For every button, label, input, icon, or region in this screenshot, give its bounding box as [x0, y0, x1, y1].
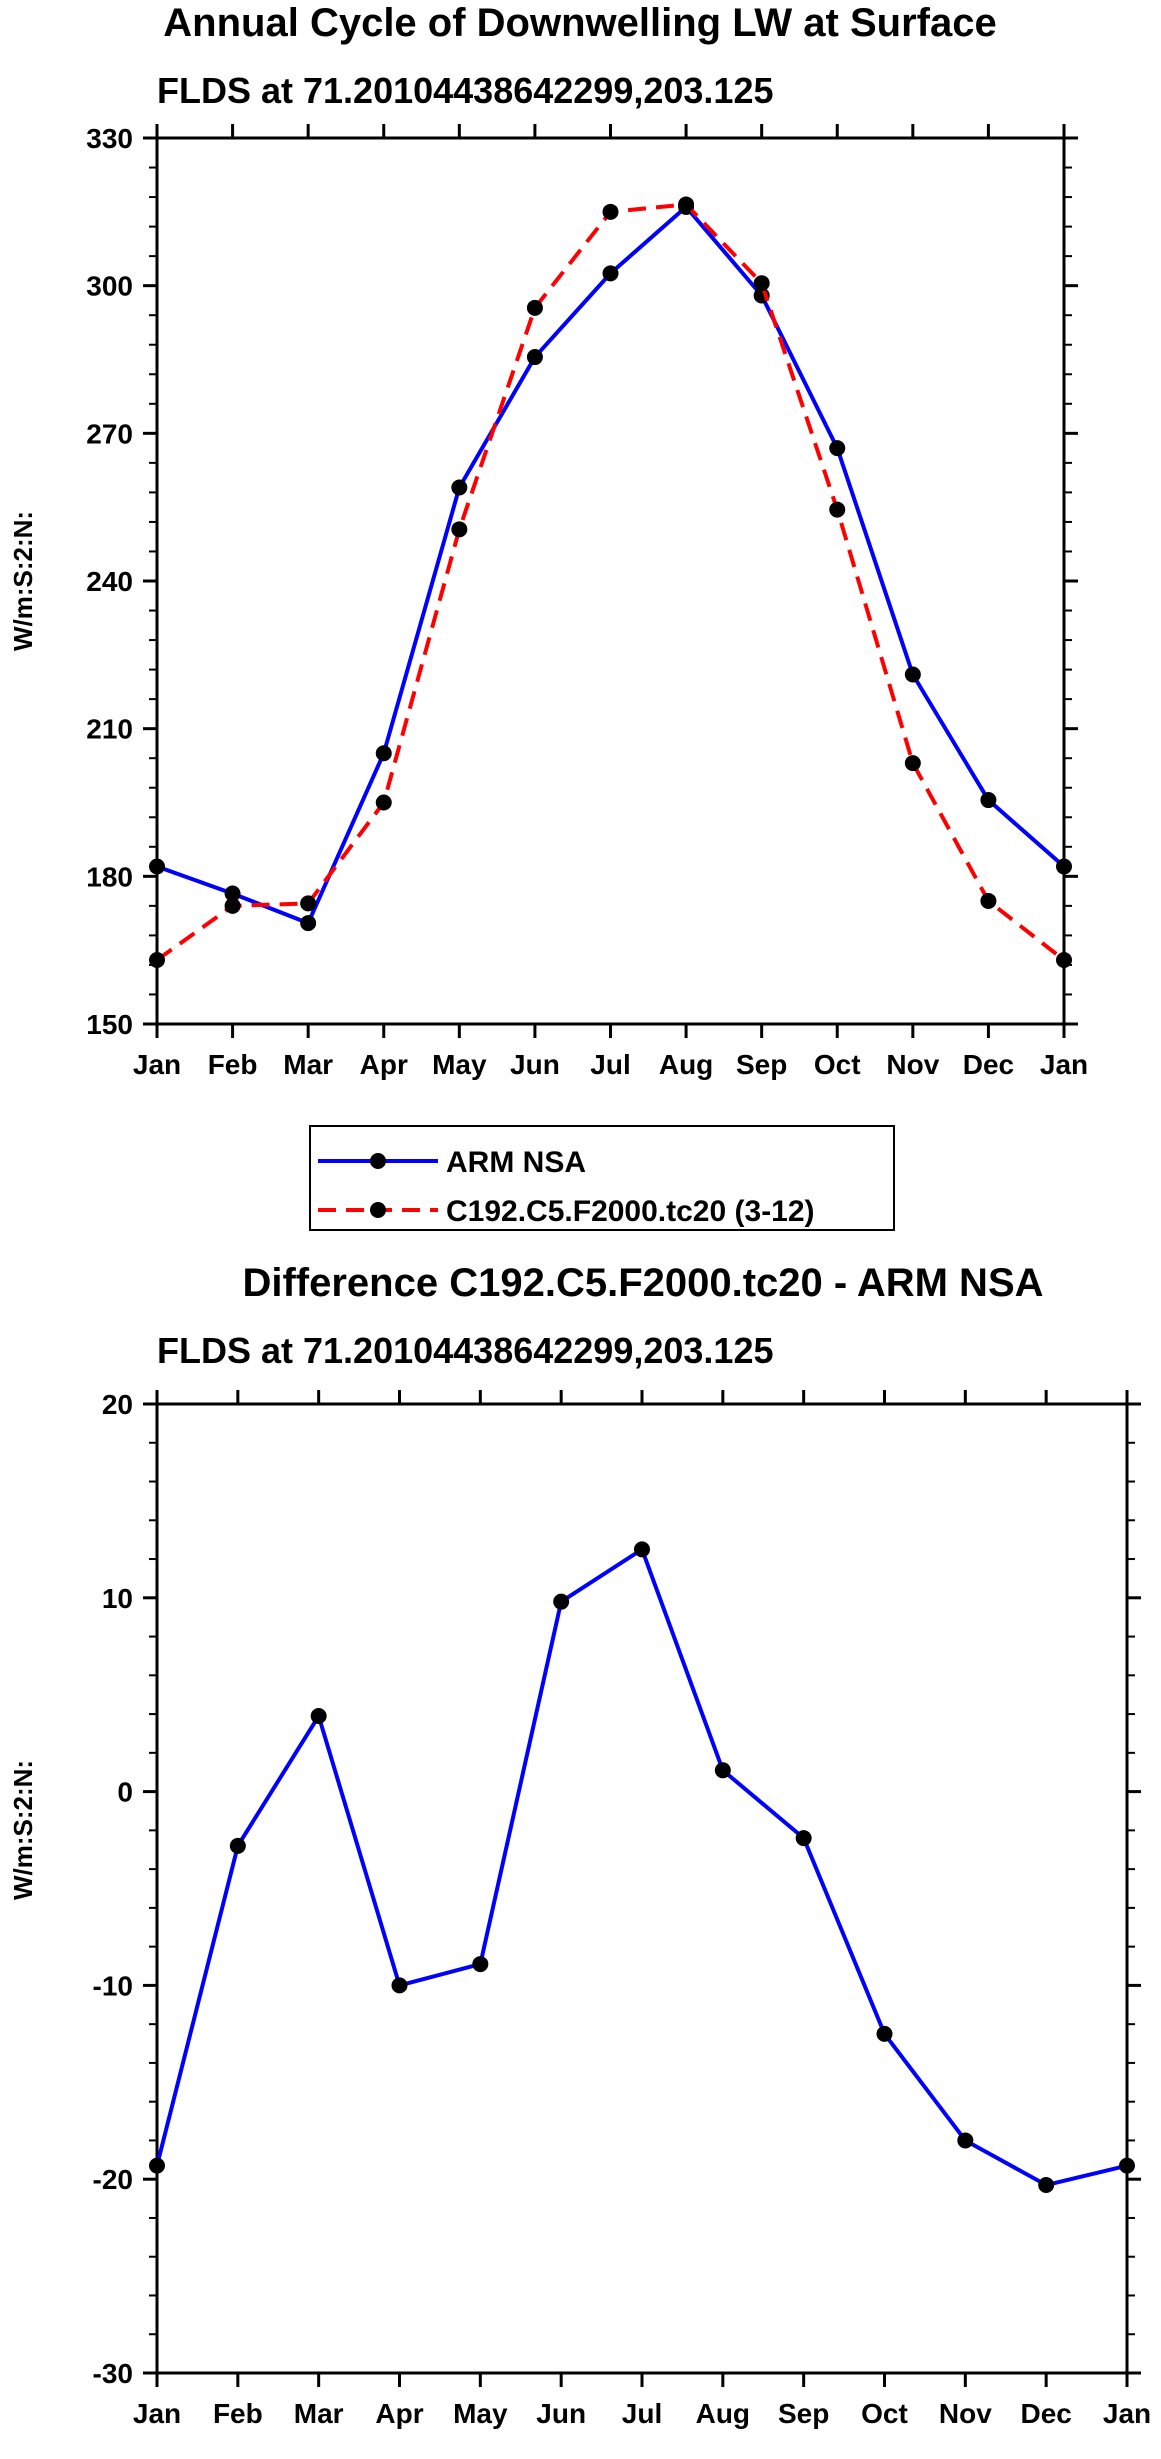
data-point	[472, 1956, 489, 1973]
data-point	[957, 2132, 974, 2149]
x-tick-label: Jan	[1040, 1049, 1088, 1080]
y-tick-label: 330	[86, 123, 133, 154]
legend-label-arm-nsa: ARM NSA	[446, 1146, 586, 1179]
x-tick-label: Apr	[360, 1049, 408, 1080]
data-point	[300, 915, 317, 932]
y-tick-label: 0	[117, 1777, 133, 1808]
x-tick-label: Mar	[294, 2398, 344, 2429]
legend: ARM NSA C192.C5.F2000.tc20 (3-12)	[309, 1125, 895, 1231]
data-point	[224, 885, 241, 902]
x-tick-label: Aug	[659, 1049, 713, 1080]
series-line-0	[155, 1547, 1128, 2188]
data-point	[149, 2157, 165, 2174]
y-tick-label: -10	[93, 1970, 133, 2001]
data-point	[224, 897, 241, 914]
data-point	[753, 275, 770, 292]
data-point	[714, 1762, 731, 1779]
data-point	[391, 1977, 408, 1994]
legend-marker-arm-nsa	[370, 1153, 386, 1169]
x-tick-label: Jun	[510, 1049, 560, 1080]
data-point	[149, 858, 165, 875]
data-point	[229, 1837, 246, 1854]
data-point	[526, 299, 543, 316]
data-point	[795, 1830, 812, 1847]
x-tick-label: Feb	[208, 1049, 258, 1080]
y-tick-label: 270	[86, 418, 133, 449]
legend-marker-model	[370, 1202, 386, 1218]
x-tick-label: Dec	[963, 1049, 1014, 1080]
x-tick-label: Aug	[696, 2398, 750, 2429]
data-point	[1056, 858, 1072, 875]
data-point	[980, 792, 997, 809]
x-tick-label: May	[453, 2398, 508, 2429]
data-point	[904, 666, 921, 683]
x-tick-label: Sep	[778, 2398, 829, 2429]
y-tick-label: 20	[102, 1389, 133, 1420]
y-axis-label: W/m:S:2:N:	[8, 511, 38, 651]
data-point	[829, 440, 846, 457]
data-point	[1056, 952, 1072, 969]
x-tick-label: Mar	[283, 1049, 333, 1080]
x-tick-label: Jan	[1103, 2398, 1151, 2429]
data-point	[526, 349, 543, 366]
series-line-0	[156, 204, 1066, 926]
x-tick-label: Oct	[861, 2398, 908, 2429]
x-tick-label: Oct	[814, 1049, 861, 1080]
y-tick-label: -20	[93, 2164, 133, 2195]
data-point	[829, 501, 846, 518]
data-point	[602, 203, 619, 220]
chart-subtitle: FLDS at 71.20104438642299,203.125	[157, 1330, 773, 1371]
chart-title: Difference C192.C5.F2000.tc20 - ARM NSA	[242, 1261, 1043, 1305]
chart-subtitle: FLDS at 71.20104438642299,203.125	[157, 70, 773, 111]
data-point	[375, 745, 392, 762]
data-point	[375, 794, 392, 811]
data-point	[149, 952, 165, 969]
y-tick-label: 10	[102, 1583, 133, 1614]
x-tick-label: Apr	[375, 2398, 423, 2429]
x-tick-label: Jan	[133, 2398, 181, 2429]
y-tick-label: 240	[86, 566, 133, 597]
legend-label-model: C192.C5.F2000.tc20 (3-12)	[446, 1195, 815, 1228]
x-tick-label: Jan	[133, 1049, 181, 1080]
legend-box	[309, 1125, 895, 1231]
data-point	[876, 2025, 893, 2042]
data-point	[300, 895, 317, 912]
x-tick-label: Nov	[939, 2398, 992, 2429]
y-tick-label: 210	[86, 714, 133, 745]
x-tick-label: Sep	[736, 1049, 787, 1080]
data-point	[451, 521, 468, 538]
x-tick-label: Jun	[536, 2398, 586, 2429]
x-tick-label: Jul	[590, 1049, 630, 1080]
data-point	[553, 1593, 570, 1610]
data-point	[310, 1708, 327, 1725]
x-tick-label: Nov	[886, 1049, 939, 1080]
data-point	[1119, 2157, 1135, 2174]
y-tick-label: 180	[86, 861, 133, 892]
difference-chart: Difference C192.C5.F2000.tc20 - ARM NSA …	[8, 1261, 1151, 2429]
chart-title: Annual Cycle of Downwelling LW at Surfac…	[163, 1, 996, 45]
data-point	[602, 265, 619, 282]
data-point	[980, 892, 997, 909]
series-line-1	[155, 202, 1066, 962]
x-tick-label: May	[432, 1049, 487, 1080]
x-tick-label: Dec	[1020, 2398, 1071, 2429]
annual-cycle-chart: Annual Cycle of Downwelling LW at Surfac…	[8, 1, 1088, 1080]
data-point	[678, 196, 695, 213]
x-tick-label: Feb	[213, 2398, 263, 2429]
y-tick-label: -30	[93, 2358, 133, 2389]
data-point	[904, 755, 921, 772]
data-point	[634, 1541, 650, 1558]
data-point	[1038, 2177, 1055, 2194]
y-tick-label: 300	[86, 271, 133, 302]
y-tick-label: 150	[86, 1009, 133, 1040]
y-axis-label: W/m:S:2:N:	[8, 1760, 38, 1900]
data-point	[451, 479, 468, 496]
x-tick-label: Jul	[622, 2398, 662, 2429]
